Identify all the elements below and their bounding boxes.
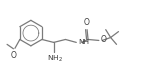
- Text: O: O: [84, 18, 90, 27]
- Text: O: O: [11, 51, 17, 60]
- Text: NH: NH: [79, 39, 90, 45]
- Text: O: O: [101, 35, 107, 44]
- Text: NH$_2$: NH$_2$: [47, 54, 63, 64]
